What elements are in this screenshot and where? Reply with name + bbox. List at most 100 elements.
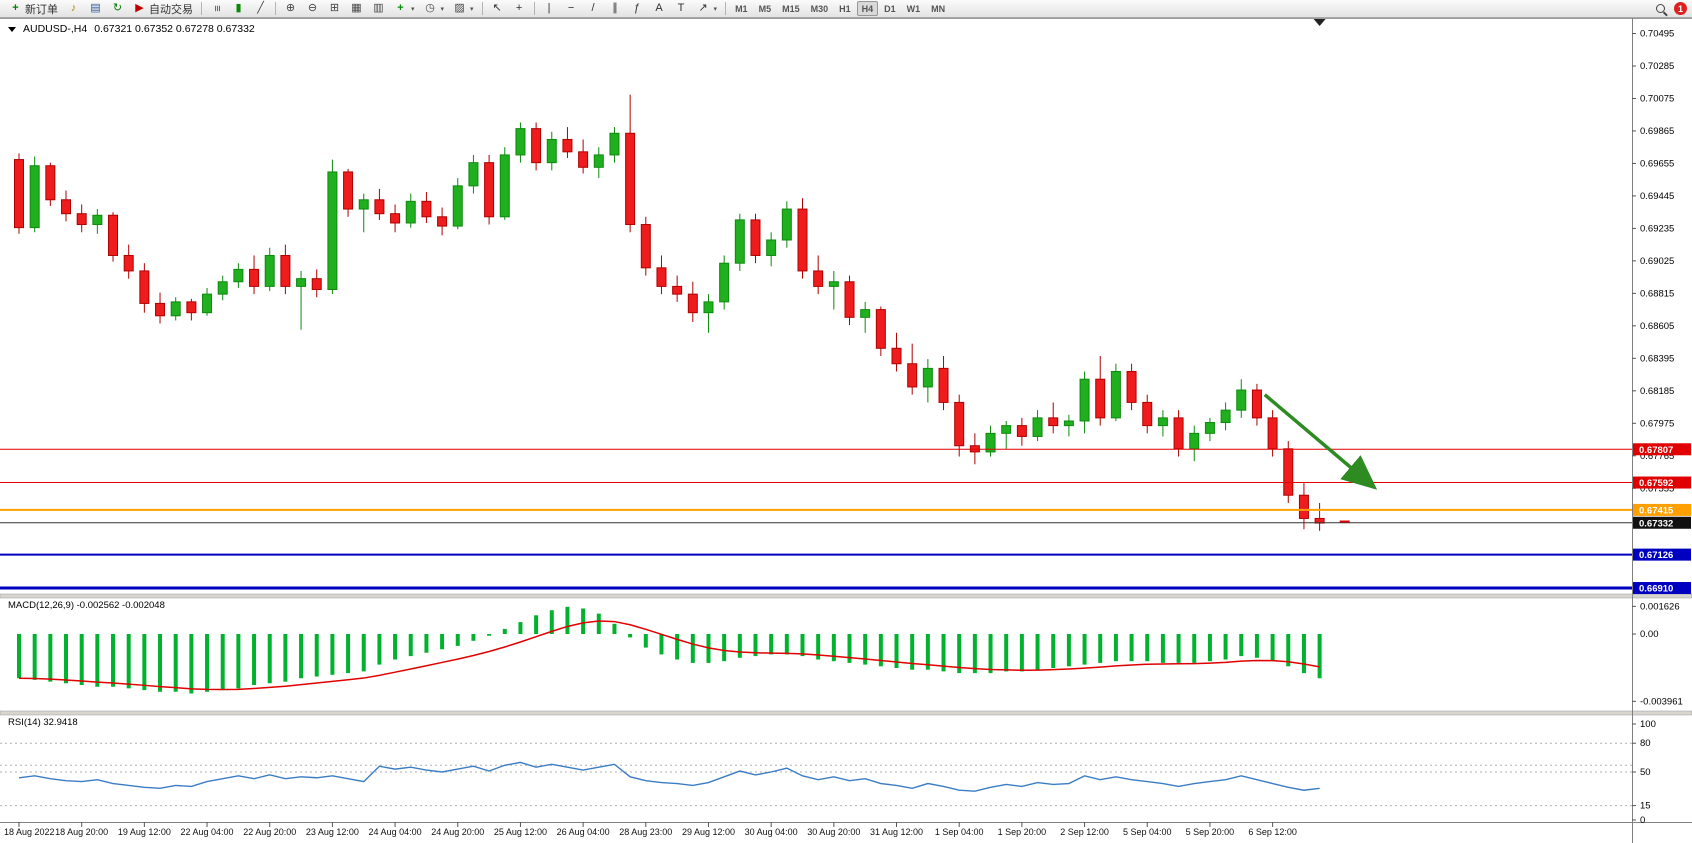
svg-text:0.68605: 0.68605	[1640, 321, 1674, 332]
zoom-in-icon: ⊕	[285, 2, 296, 14]
zoom-out-icon: ⊖	[307, 2, 318, 14]
chevron-down-icon: ▾	[411, 5, 415, 13]
line-chart-button[interactable]: ╱	[250, 1, 271, 17]
svg-text:18 Aug 20:00: 18 Aug 20:00	[55, 827, 108, 837]
svg-text:0.001626: 0.001626	[1640, 601, 1680, 612]
timeframe-h4-button[interactable]: H4	[856, 1, 879, 16]
pane-separators[interactable]	[0, 593, 1692, 716]
text-button[interactable]: A	[649, 1, 670, 17]
svg-text:0: 0	[1640, 815, 1645, 826]
svg-text:1 Sep 20:00: 1 Sep 20:00	[998, 827, 1047, 837]
svg-text:15: 15	[1640, 801, 1651, 812]
text-label-button[interactable]: T	[671, 1, 692, 17]
timeframe-w1-button[interactable]: W1	[902, 1, 926, 16]
add-indicator-button[interactable]: + ▾	[390, 1, 419, 17]
crosshair-button[interactable]: +	[509, 1, 530, 17]
svg-text:31 Aug 12:00: 31 Aug 12:00	[870, 827, 923, 837]
market-watch-button[interactable]: ▤	[85, 1, 106, 17]
vertical-line-button[interactable]: |	[539, 1, 560, 17]
horizontal-line-button[interactable]: −	[561, 1, 582, 17]
svg-text:2 Sep 12:00: 2 Sep 12:00	[1060, 827, 1109, 837]
macd-pane	[17, 606, 1322, 694]
svg-text:0.70285: 0.70285	[1640, 61, 1674, 72]
search-button[interactable]	[1652, 1, 1669, 17]
price-badge-0.67126	[1633, 548, 1691, 561]
cascade-windows-button[interactable]: ▦	[346, 1, 367, 17]
template-button[interactable]: ▨ ▾	[449, 1, 478, 17]
refresh-button[interactable]: ↻	[107, 1, 128, 17]
zoom-out-button[interactable]: ⊖	[302, 1, 323, 17]
cascade-windows-icon: ▦	[351, 2, 362, 14]
svg-text:0.68185: 0.68185	[1640, 386, 1674, 397]
fibonacci-button[interactable]: ƒ	[627, 1, 648, 17]
svg-text:0.67126: 0.67126	[1639, 550, 1673, 561]
chart-symbol-overlay: AUDUSD-,H4 0.67321 0.67352 0.67278 0.673…	[8, 23, 255, 35]
svg-text:0.67592: 0.67592	[1639, 478, 1673, 489]
notification-badge[interactable]: 1	[1674, 2, 1687, 15]
rsi-line	[18, 761, 1320, 792]
trendline-icon: /	[591, 2, 595, 14]
svg-text:5 Sep 04:00: 5 Sep 04:00	[1123, 827, 1172, 837]
timeframe-h1-button[interactable]: H1	[834, 1, 856, 16]
macd-signal-line	[18, 620, 1320, 691]
svg-text:0.70075: 0.70075	[1640, 93, 1674, 104]
svg-text:0.69655: 0.69655	[1640, 158, 1674, 169]
timeframe-m1-button[interactable]: M1	[730, 1, 753, 16]
channel-button[interactable]: ∥	[605, 1, 626, 17]
main-price-pane[interactable]	[0, 19, 1632, 590]
svg-text:0.69445: 0.69445	[1640, 191, 1674, 202]
svg-text:0.67332: 0.67332	[1639, 518, 1673, 529]
arrows-icon: ↗	[698, 2, 708, 14]
sound-icon: ♪	[70, 2, 77, 14]
toolbar-separator	[201, 2, 202, 15]
new-order-label: 新订单	[25, 3, 58, 16]
svg-text:18 Aug 2022: 18 Aug 2022	[4, 827, 55, 837]
timeframe-m5-button[interactable]: M5	[754, 1, 777, 16]
period-icon: ◷	[425, 2, 435, 14]
new-order-button[interactable]: + 新订单	[5, 1, 62, 17]
svg-text:0.67807: 0.67807	[1639, 445, 1673, 456]
symbol-dropdown-icon[interactable]	[8, 26, 16, 32]
symbol-title: AUDUSD-,H4	[23, 23, 88, 35]
tile-windows-button[interactable]: ⊞	[324, 1, 345, 17]
timeframe-mn-button[interactable]: MN	[926, 1, 950, 16]
time-axis[interactable]: 18 Aug 2022 18 Aug 20:00 19 Aug 12:00 22 Au…	[4, 822, 1297, 837]
timeframe-m15-button[interactable]: M15	[777, 1, 805, 16]
svg-text:30 Aug 20:00: 30 Aug 20:00	[807, 827, 860, 837]
cursor-button[interactable]: ↖	[487, 1, 508, 17]
zoom-in-button[interactable]: ⊕	[280, 1, 301, 17]
svg-text:22 Aug 20:00: 22 Aug 20:00	[243, 827, 296, 837]
arrange-windows-button[interactable]: ▥	[368, 1, 389, 17]
svg-text:0.69865: 0.69865	[1640, 126, 1674, 137]
chevron-down-icon: ▾	[713, 5, 718, 13]
price-axis[interactable]: 0.70495 0.70285 0.70075 0.69865 0.69655 0.694…	[1632, 29, 1691, 595]
price-badge-0.67807	[1633, 443, 1691, 456]
sound-button[interactable]: ♪	[63, 1, 84, 17]
market-watch-icon: ▤	[90, 2, 101, 14]
svg-text:80: 80	[1640, 738, 1651, 749]
text-icon: A	[655, 2, 663, 14]
svg-text:19 Aug 12:00: 19 Aug 12:00	[118, 827, 171, 837]
period-button[interactable]: ◷ ▾	[420, 1, 449, 17]
svg-text:-0.003961: -0.003961	[1640, 696, 1683, 707]
candle-chart-button[interactable]: ▮	[228, 1, 249, 17]
macd-indicator-label: MACD(12,26,9) -0.002562 -0.002048	[8, 600, 165, 611]
svg-text:50: 50	[1640, 767, 1651, 778]
macd-axis[interactable]: 0.001626 0.00 -0.003961	[1632, 601, 1683, 707]
candle-chart-icon: ▮	[235, 2, 242, 14]
svg-text:24 Aug 20:00: 24 Aug 20:00	[431, 827, 484, 837]
svg-text:0.67415: 0.67415	[1639, 505, 1674, 516]
main-toolbar: + 新订单 ♪ ▤ ↻ ▶ 自动交易 ≡ ▮ ╱ ⊕ ⊖ ⊞ ▦ ▥ + ▾ ◷ ▾ ▨ ▾ ↖ + | − / ∥ ƒ A T ↗ ▾ M1 M…	[0, 0, 1692, 18]
trendline-button[interactable]: /	[583, 1, 604, 17]
timeframe-m30-button[interactable]: M30	[806, 1, 834, 16]
price-badge-0.67332	[1633, 516, 1691, 529]
timeframe-d1-button[interactable]: D1	[879, 1, 901, 16]
arrange-windows-icon: ▥	[373, 2, 384, 14]
new-order-icon: +	[12, 2, 19, 14]
trend-arrow[interactable]	[1263, 393, 1378, 490]
bar-chart-button[interactable]: ≡	[206, 1, 227, 17]
arrows-button[interactable]: ↗ ▾	[693, 1, 722, 17]
rsi-axis[interactable]: 100 80 50 15 0	[1632, 719, 1656, 826]
auto-trading-button[interactable]: ▶ 自动交易	[129, 1, 197, 17]
